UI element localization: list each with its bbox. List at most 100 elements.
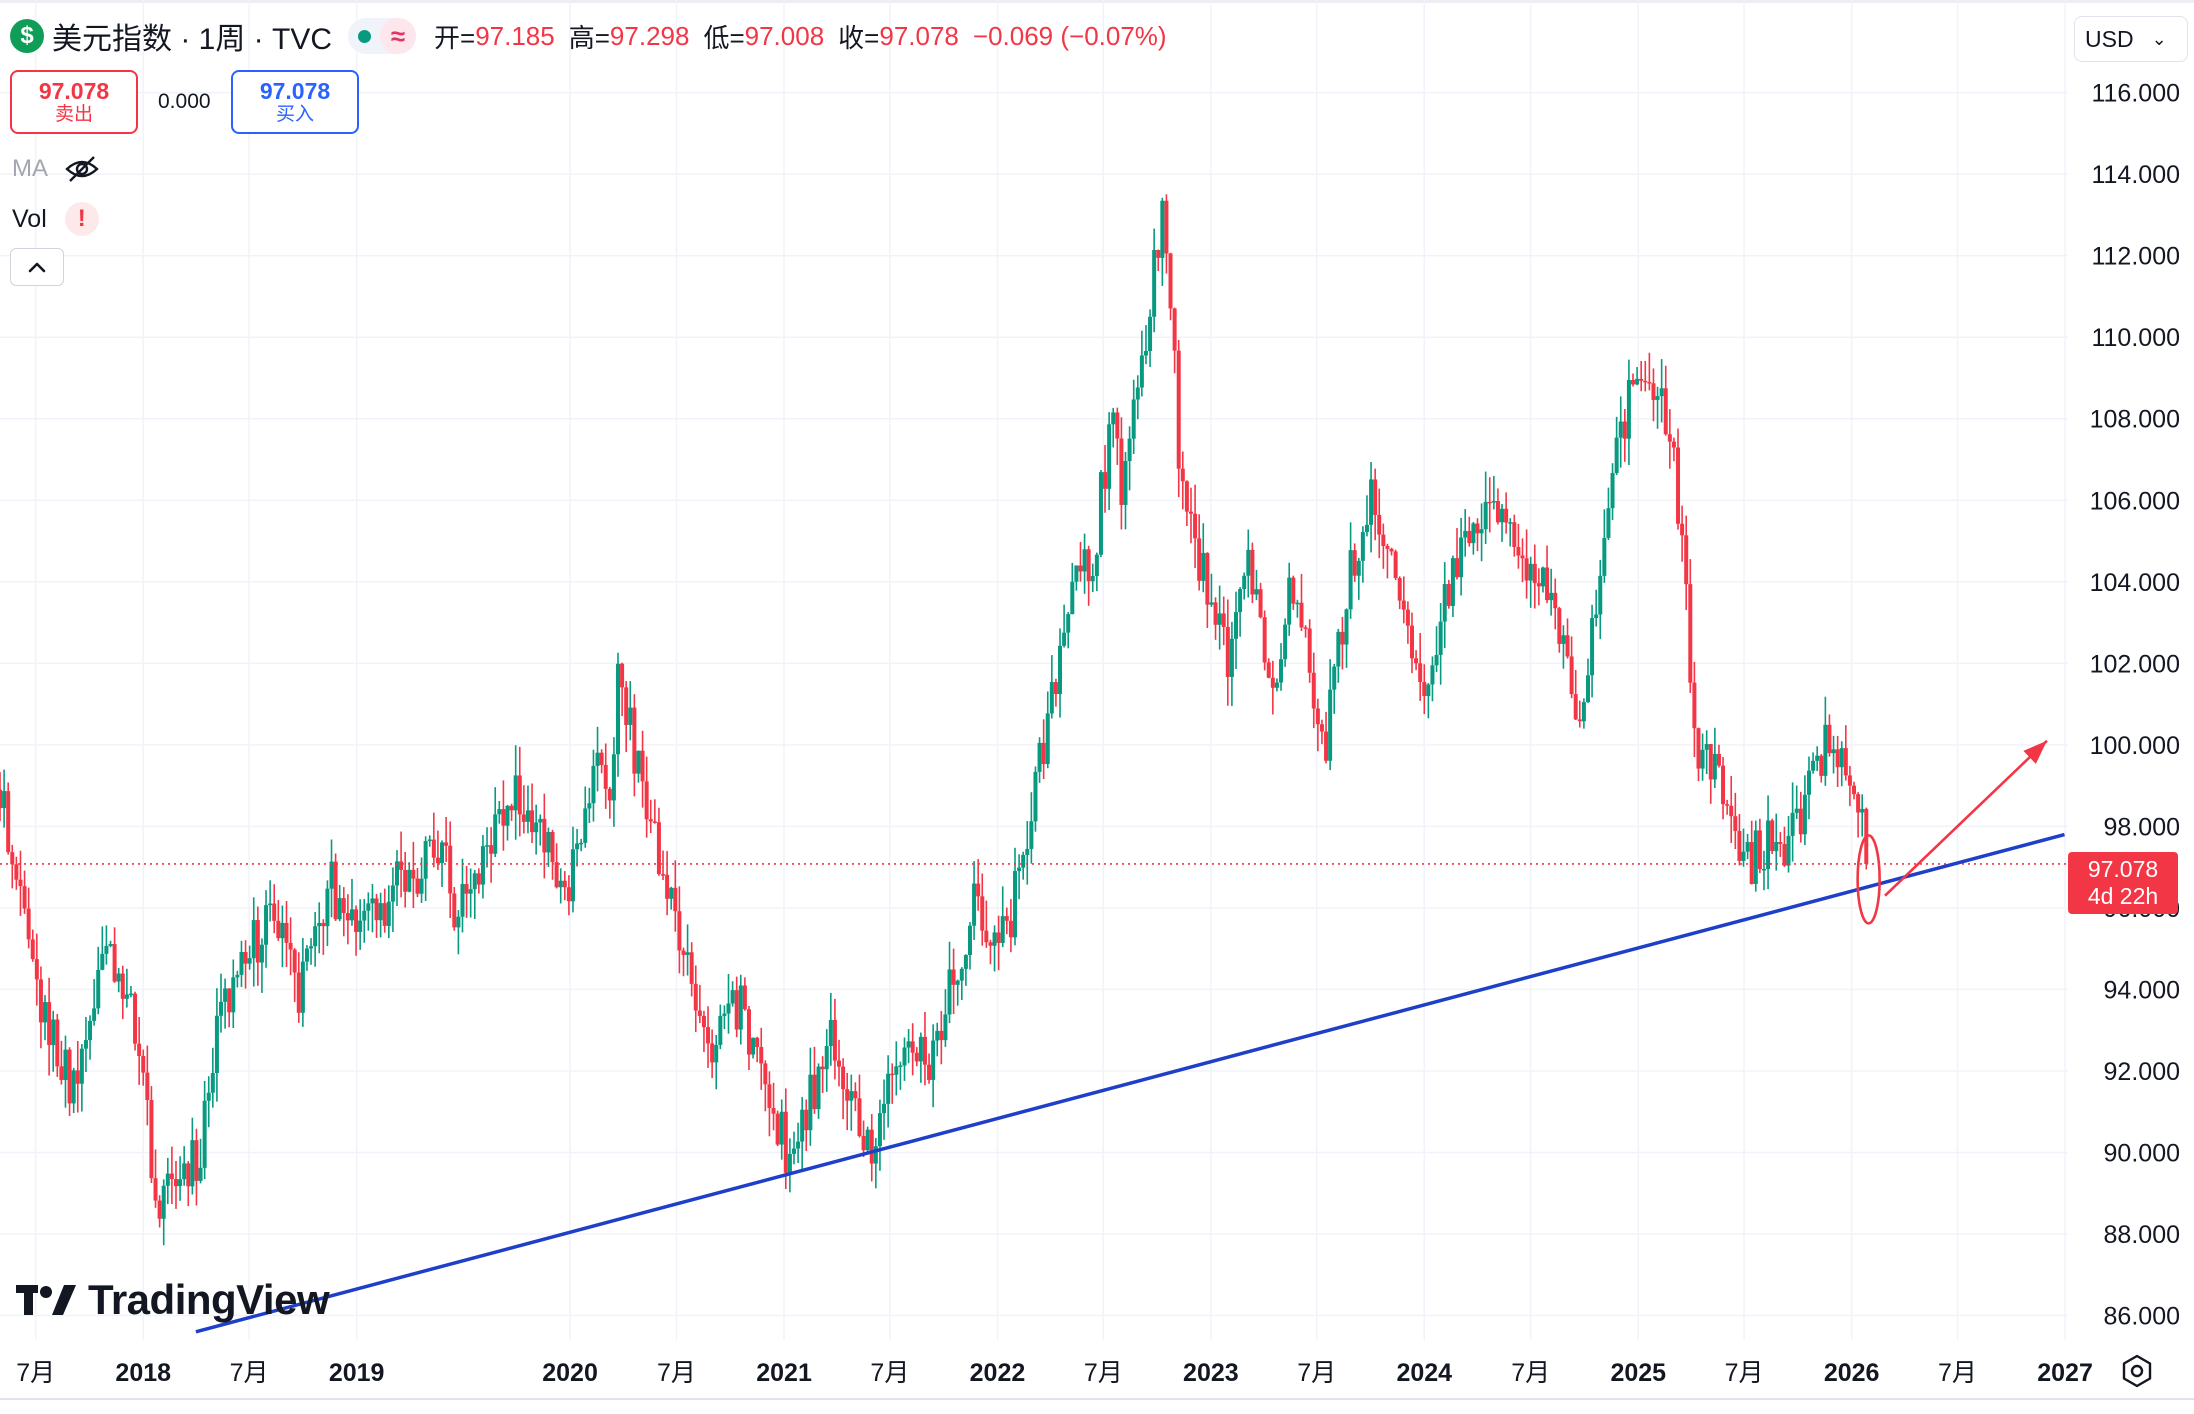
candle-body <box>476 873 481 885</box>
candle-body <box>853 1091 858 1099</box>
candle-body <box>34 959 39 980</box>
candle-body <box>1393 551 1398 579</box>
y-tick-label: 116.000 <box>2091 80 2180 108</box>
collapse-legend-button[interactable] <box>10 248 64 286</box>
candle-body <box>1053 682 1058 695</box>
indicator-vol[interactable]: Vol ! <box>12 202 99 236</box>
candle-body <box>1442 584 1447 622</box>
candle-body <box>984 930 989 943</box>
candle-body <box>1479 529 1484 534</box>
candle-body <box>1344 609 1349 645</box>
candle-body <box>1823 724 1828 776</box>
last-price-badge: 97.078 4d 22h <box>2068 852 2178 914</box>
candle-body <box>1802 794 1807 835</box>
candle-body <box>837 1060 842 1067</box>
candle-body <box>1520 555 1525 559</box>
candle-body <box>1798 808 1803 835</box>
candle-body <box>1004 916 1009 921</box>
candle-body <box>665 874 670 899</box>
candle-body <box>599 752 604 765</box>
candle-body <box>554 862 559 888</box>
y-tick-label: 88.000 <box>2104 1221 2180 1249</box>
candle-body <box>1594 614 1599 619</box>
candle-body <box>1676 447 1681 524</box>
candle-body <box>411 869 416 879</box>
candle-body <box>992 932 997 946</box>
currency-select[interactable]: USD ⌄ <box>2074 16 2188 62</box>
dollar-icon[interactable]: $ <box>10 19 44 53</box>
candle-body <box>1598 575 1603 615</box>
sell-button[interactable]: 97.078 卖出 <box>10 70 138 134</box>
candle-body <box>1246 549 1251 576</box>
candle-body <box>1229 638 1234 677</box>
candle-body <box>480 846 485 885</box>
buy-button[interactable]: 97.078 买入 <box>231 70 359 134</box>
candle-body <box>22 886 27 909</box>
candle-body <box>1303 627 1308 629</box>
candle-body <box>1283 624 1288 660</box>
candle-body <box>427 839 432 842</box>
symbol-title[interactable]: 美元指数 · 1周 · TVC <box>52 23 333 56</box>
tradingview-logo[interactable]: TradingView <box>16 1276 330 1324</box>
candle-body <box>1639 378 1644 381</box>
candle-body <box>300 961 305 1013</box>
candle-body <box>161 1185 166 1219</box>
candle-body <box>374 898 379 921</box>
candle-body <box>345 913 350 921</box>
market-status[interactable]: ≈ <box>348 18 417 54</box>
candle-body <box>1311 672 1316 709</box>
candle-body <box>157 1200 162 1219</box>
candle-body <box>1369 479 1374 525</box>
high-label: 高= <box>568 22 610 53</box>
candle-body <box>787 1153 792 1173</box>
settings-icon[interactable] <box>2120 1354 2154 1388</box>
candle-body <box>67 1049 72 1104</box>
candle-body <box>1667 434 1672 442</box>
candle-body <box>1360 532 1365 561</box>
candle-body <box>661 874 666 876</box>
candle-body <box>145 1072 150 1101</box>
candle-body <box>30 939 35 960</box>
candle-body <box>124 994 129 999</box>
warning-icon[interactable]: ! <box>64 202 99 236</box>
candle-body <box>1205 552 1210 605</box>
candle-body <box>1008 920 1013 938</box>
candle-body <box>1328 689 1333 761</box>
candle-body <box>1573 694 1578 720</box>
candle-body <box>963 955 968 969</box>
candle-body <box>1614 437 1619 474</box>
candle-body <box>1348 550 1353 610</box>
candle-body <box>55 1019 60 1067</box>
candle-body <box>1495 501 1500 523</box>
axes: 116.000 114.000 112.000 110.000 108.000 106.0… <box>0 80 2194 1400</box>
open-label: 开= <box>434 22 476 53</box>
candle-body <box>1045 713 1050 765</box>
candle-body <box>18 879 23 887</box>
candle-body <box>1094 554 1099 577</box>
candle-body <box>1512 522 1517 548</box>
candle-body <box>1127 438 1132 462</box>
y-tick-label: 90.000 <box>2104 1139 2180 1167</box>
candle-body <box>603 764 608 789</box>
candle-body <box>194 1140 199 1181</box>
candle-body <box>931 1040 936 1080</box>
candle-body <box>1680 523 1685 536</box>
candle-body <box>255 920 260 963</box>
candle-body <box>1037 742 1042 772</box>
approx-data-icon[interactable]: ≈ <box>380 18 417 54</box>
candle-body <box>390 885 395 902</box>
candle-body <box>1815 755 1820 761</box>
candle-body <box>349 909 354 921</box>
candle-body <box>100 953 105 970</box>
candle-body <box>579 842 584 845</box>
candle-body <box>1696 728 1701 769</box>
candle-body <box>812 1074 817 1110</box>
candle-body <box>1782 843 1787 866</box>
indicator-ma[interactable]: MA <box>12 154 100 184</box>
open-value: 97.185 <box>475 20 555 51</box>
candle-body <box>620 663 625 688</box>
eye-hidden-icon[interactable] <box>64 154 100 184</box>
candle-body <box>435 857 440 864</box>
candle-body <box>423 841 428 879</box>
